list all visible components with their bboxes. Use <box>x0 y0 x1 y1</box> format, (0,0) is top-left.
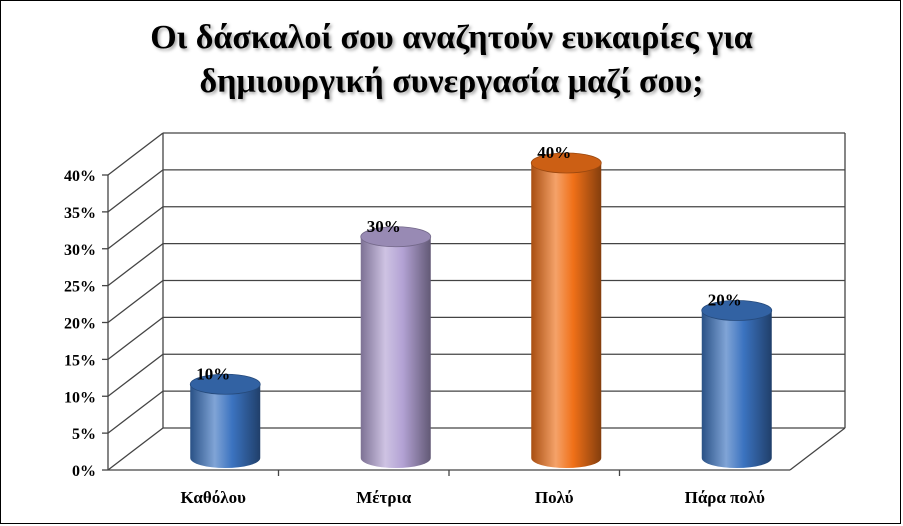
y-tick-label: 30% <box>64 242 96 259</box>
y-tick-label: 25% <box>64 279 96 296</box>
gridline-side <box>107 206 164 250</box>
y-tick-label: 35% <box>64 205 96 222</box>
bar-top-2 <box>360 226 432 248</box>
y-tick-label: 0% <box>72 463 96 480</box>
gridline-side <box>107 243 164 287</box>
x-category-label: Καθόλου <box>181 488 247 507</box>
data-label: 20% <box>708 291 742 310</box>
data-label: 10% <box>196 364 230 383</box>
x-category-label: Πάρα πολύ <box>685 488 765 507</box>
bar-2 <box>360 236 431 468</box>
gridline-side <box>107 279 164 324</box>
gridline-side <box>107 353 164 397</box>
chart-title-line-2: δημιουργική συνεργασία μαζί σου; <box>199 63 704 100</box>
gridline-side <box>107 390 164 434</box>
bar-1 <box>190 384 261 468</box>
y-tick-label: 15% <box>64 352 96 369</box>
x-category-label: Μέτρια <box>356 488 412 507</box>
bar-top-3 <box>530 152 602 174</box>
y-tick-label: 10% <box>64 389 96 406</box>
chart-title: Οι δάσκαλοί σου αναζητούν ευκαιρίες για … <box>0 16 903 104</box>
y-tick-label: 40% <box>64 168 96 185</box>
chart-title-line-1: Οι δάσκαλοί σου αναζητούν ευκαιρίες για <box>150 19 753 56</box>
floor-right-edge <box>789 427 846 471</box>
data-label: 40% <box>537 143 571 162</box>
bar-4 <box>701 310 772 468</box>
gridline-side <box>107 132 164 176</box>
gridline-side <box>107 427 164 471</box>
gridline-side <box>107 169 164 213</box>
y-tick-label: 20% <box>64 316 96 333</box>
gridline-side <box>107 316 164 360</box>
data-label: 30% <box>367 217 401 236</box>
bar-3 <box>531 163 602 468</box>
y-tick-label: 5% <box>72 426 96 443</box>
bar-top-1 <box>189 373 261 395</box>
bar-top-4 <box>701 300 773 321</box>
x-category-label: Πολύ <box>535 488 574 507</box>
